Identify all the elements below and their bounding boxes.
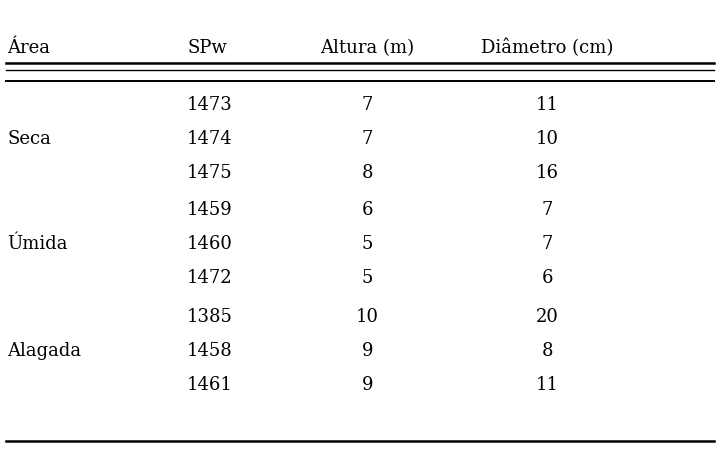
Text: 10: 10 [536,130,559,148]
Text: 9: 9 [361,375,373,394]
Text: 9: 9 [361,341,373,359]
Text: 8: 8 [361,164,373,182]
Text: 7: 7 [541,234,553,253]
Text: 1459: 1459 [187,200,233,218]
Text: 1385: 1385 [187,307,233,325]
Text: 1460: 1460 [187,234,233,253]
Text: 1472: 1472 [187,268,233,287]
Text: 7: 7 [361,130,373,148]
Text: 6: 6 [541,268,553,287]
Text: 20: 20 [536,307,559,325]
Text: Altura (m): Altura (m) [320,39,414,57]
Text: 1474: 1474 [187,130,233,148]
Text: 7: 7 [361,96,373,114]
Text: SPw: SPw [187,39,227,57]
Text: Seca: Seca [7,130,51,148]
Text: Úmida: Úmida [7,234,68,253]
Text: 10: 10 [356,307,379,325]
Text: 1475: 1475 [187,164,233,182]
Text: 8: 8 [541,341,553,359]
Text: Diâmetro (cm): Diâmetro (cm) [481,39,613,57]
Text: 1458: 1458 [187,341,233,359]
Text: 1473: 1473 [187,96,233,114]
Text: Área: Área [7,39,50,57]
Text: 1461: 1461 [187,375,233,394]
Text: Alagada: Alagada [7,341,81,359]
Text: 11: 11 [536,96,559,114]
Text: 6: 6 [361,200,373,218]
Text: 16: 16 [536,164,559,182]
Text: 5: 5 [361,268,373,287]
Text: 7: 7 [541,200,553,218]
Text: 11: 11 [536,375,559,394]
Text: 5: 5 [361,234,373,253]
